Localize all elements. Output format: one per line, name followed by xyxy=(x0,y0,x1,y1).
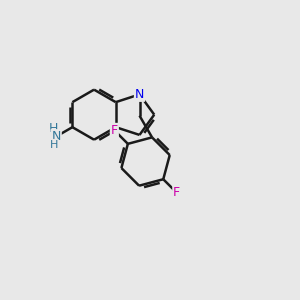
Text: N: N xyxy=(51,130,61,143)
Text: F: F xyxy=(111,124,118,137)
Text: H: H xyxy=(49,122,58,135)
Text: N: N xyxy=(135,88,144,101)
Text: F: F xyxy=(173,186,180,199)
Text: H: H xyxy=(50,140,58,150)
